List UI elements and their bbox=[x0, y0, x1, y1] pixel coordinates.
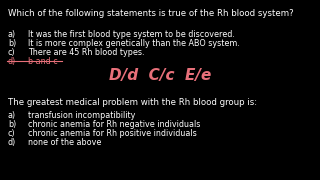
Text: d): d) bbox=[8, 138, 16, 147]
Text: b and c: b and c bbox=[28, 57, 58, 66]
Text: Which of the following statements is true of the Rh blood system?: Which of the following statements is tru… bbox=[8, 9, 294, 18]
Text: It was the first blood type system to be discovered.: It was the first blood type system to be… bbox=[28, 30, 235, 39]
Text: D/d  C/c  E/e: D/d C/c E/e bbox=[109, 68, 211, 83]
Text: a): a) bbox=[8, 111, 16, 120]
Text: It is more complex genetically than the ABO system.: It is more complex genetically than the … bbox=[28, 39, 240, 48]
Text: chronic anemia for Rh negative individuals: chronic anemia for Rh negative individua… bbox=[28, 120, 200, 129]
Text: chronic anemia for Rh positive individuals: chronic anemia for Rh positive individua… bbox=[28, 129, 197, 138]
Text: The greatest medical problem with the Rh blood group is:: The greatest medical problem with the Rh… bbox=[8, 98, 257, 107]
Text: There are 45 Rh blood types.: There are 45 Rh blood types. bbox=[28, 48, 145, 57]
Text: b): b) bbox=[8, 39, 16, 48]
Text: a): a) bbox=[8, 30, 16, 39]
Text: c): c) bbox=[8, 48, 16, 57]
Text: none of the above: none of the above bbox=[28, 138, 101, 147]
Text: c): c) bbox=[8, 129, 16, 138]
Text: transfusion incompatibility: transfusion incompatibility bbox=[28, 111, 135, 120]
Text: d): d) bbox=[8, 57, 16, 66]
Text: b): b) bbox=[8, 120, 16, 129]
